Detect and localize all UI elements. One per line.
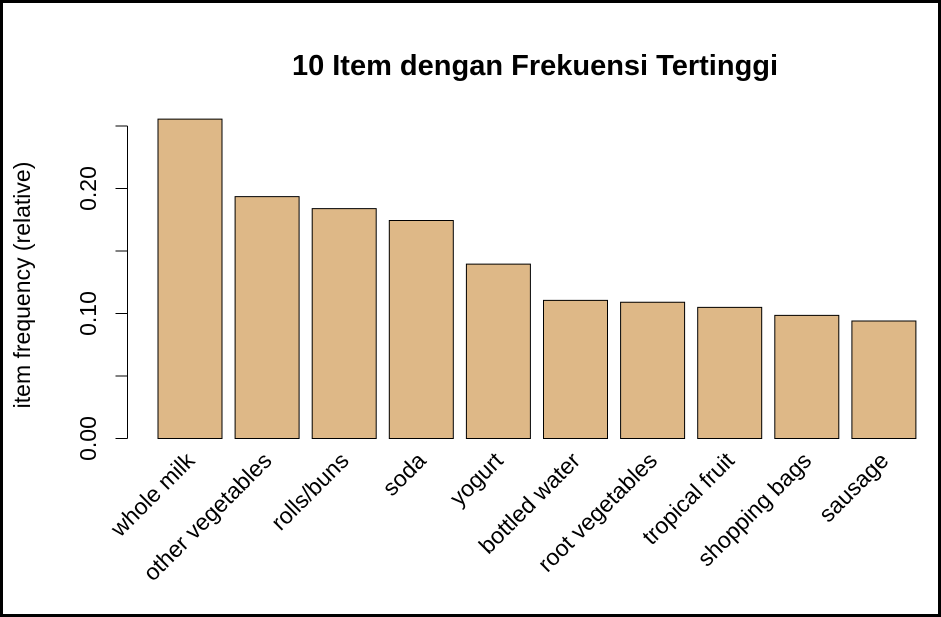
bar-tropical-fruit — [697, 306, 763, 439]
y-tick-label: 0.10 — [75, 291, 101, 336]
bars-group — [157, 118, 917, 439]
chart-title: 10 Item dengan Frekuensi Tertinggi — [292, 50, 778, 82]
y-tick-label: 0.00 — [75, 416, 101, 461]
x-tick-label: sausage — [814, 447, 894, 527]
y-axis-label: item frequency (relative) — [9, 162, 35, 409]
bar-yogurt — [465, 263, 531, 439]
x-tick-label: other vegetables — [138, 447, 277, 586]
y-axis: 0.00 0.10 0.20 — [75, 125, 128, 461]
bar-soda — [388, 220, 454, 439]
bar-shopping-bags — [774, 314, 840, 439]
bar-other-vegetables — [234, 196, 300, 439]
bar-root-vegetables — [620, 301, 686, 439]
bar-bottled-water — [543, 299, 608, 439]
bar-whole-milk — [157, 118, 223, 439]
x-tick-label: rolls/buns — [266, 447, 354, 535]
x-tick-label: soda — [377, 447, 431, 501]
bar-sausage — [851, 320, 917, 439]
y-tick-label: 0.20 — [75, 166, 101, 211]
x-tick-label: yogurt — [444, 447, 508, 511]
bar-rolls-buns — [311, 208, 377, 439]
